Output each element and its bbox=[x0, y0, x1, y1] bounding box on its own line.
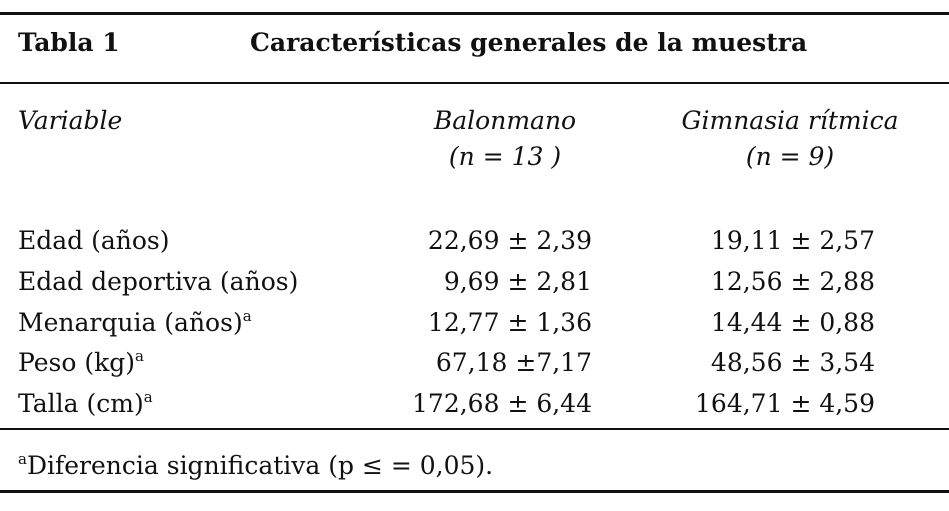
row-label-text: Menarquia (años) bbox=[18, 307, 243, 337]
row-label-text: Edad deportiva (años) bbox=[18, 266, 299, 296]
table-label: Tabla 1 bbox=[18, 28, 120, 57]
footnote: aDiferencia significativa (p ≤ = 0,05). bbox=[18, 451, 493, 480]
footer-rule bbox=[0, 428, 949, 430]
column-subheader: (n = 13 ) bbox=[448, 142, 562, 171]
header-rule bbox=[0, 82, 949, 84]
cell: 48,56 ± 3,54 bbox=[710, 348, 875, 378]
cell: 22,69 ± 2,39 bbox=[427, 226, 592, 255]
cell: 164,71 ± 4,59 bbox=[695, 389, 875, 419]
row-label: Edad deportiva (años) bbox=[18, 267, 298, 296]
cell: 12,56 ± 2,88 bbox=[710, 266, 875, 296]
row-label: Peso (kg)a bbox=[18, 348, 144, 377]
row-note: a bbox=[134, 347, 144, 366]
row-note: a bbox=[242, 306, 252, 325]
bottom-rule bbox=[0, 490, 949, 493]
cell: 9,69 ± 2,81 bbox=[443, 266, 592, 296]
row-note: a bbox=[143, 388, 153, 407]
cell: 12,77 ± 1,36 bbox=[427, 307, 592, 337]
row-label: Menarquia (años)a bbox=[18, 308, 252, 337]
column-subheader: (n = 9) bbox=[745, 142, 835, 171]
row-label-text: Peso (kg) bbox=[18, 348, 135, 378]
footnote-text: Diferencia significativa (p ≤ = 0,05). bbox=[26, 451, 494, 480]
column-header: Balonmano bbox=[433, 106, 577, 135]
cell: 172,68 ± 6,44 bbox=[412, 389, 592, 419]
footnote-mark: a bbox=[18, 450, 27, 468]
row-label: Edad (años) bbox=[18, 226, 170, 255]
cell: 14,44 ± 0,88 bbox=[710, 307, 875, 337]
top-rule bbox=[0, 12, 949, 15]
cell: 67,18 ±7,17 bbox=[435, 348, 592, 378]
cell: 19,11 ± 2,57 bbox=[710, 226, 875, 255]
row-label-text: Edad (años) bbox=[18, 226, 170, 255]
table-title: Características generales de la muestra bbox=[250, 28, 808, 57]
column-header: Gimnasia rítmica bbox=[681, 106, 899, 135]
column-header: Variable bbox=[18, 106, 123, 135]
row-label: Talla (cm)a bbox=[18, 389, 153, 418]
row-label-text: Talla (cm) bbox=[18, 389, 144, 419]
